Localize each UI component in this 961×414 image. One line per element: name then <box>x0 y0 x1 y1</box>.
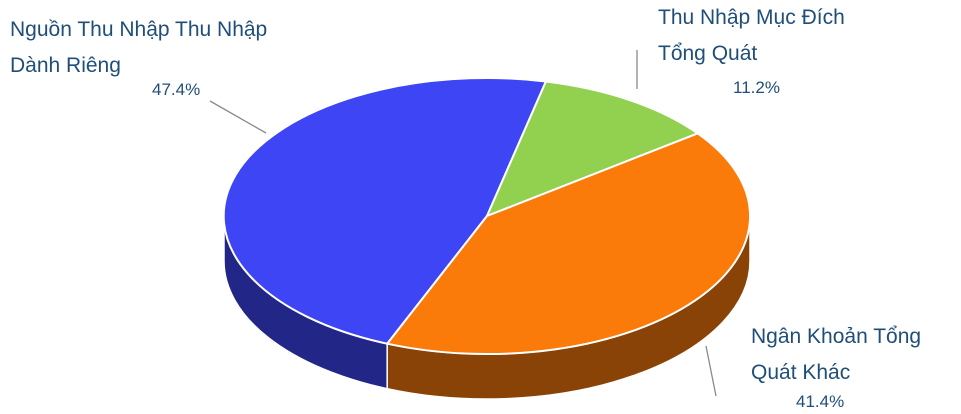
slice-label-other-general-funds: Ngân Khoản Tổng Quát Khác <box>751 319 921 391</box>
slice-general-purpose-income <box>485 80 700 218</box>
slice-label-line: Tổng Quát <box>658 42 758 65</box>
slice-value-other-general-funds: 41.4% <box>796 392 845 411</box>
slice-label-general-purpose-income: Thu Nhập Mục Đích Tổng Quát <box>658 0 845 72</box>
slice-label-line: Nguồn Thu Nhập Thu Nhập <box>10 18 268 41</box>
slice-value-general-purpose-income: 11.2% <box>733 78 780 97</box>
slice-label-line: Ngân Khoản Tổng <box>751 325 922 348</box>
slice-value-dedicated-income: 47.4% <box>152 80 201 99</box>
slice-label-line: Thu Nhập Mục Đích <box>658 6 845 29</box>
leader-line <box>209 100 267 134</box>
slice-dedicated-income <box>222 77 548 345</box>
slice-label-line: Dành Riêng <box>10 54 121 77</box>
slice-label-line: Quát Khác <box>751 361 851 384</box>
slice-other-general-funds <box>385 132 752 356</box>
leader-line <box>705 345 717 397</box>
slice-label-dedicated-income: Nguồn Thu Nhập Thu Nhập Dành Riêng <box>10 12 267 84</box>
